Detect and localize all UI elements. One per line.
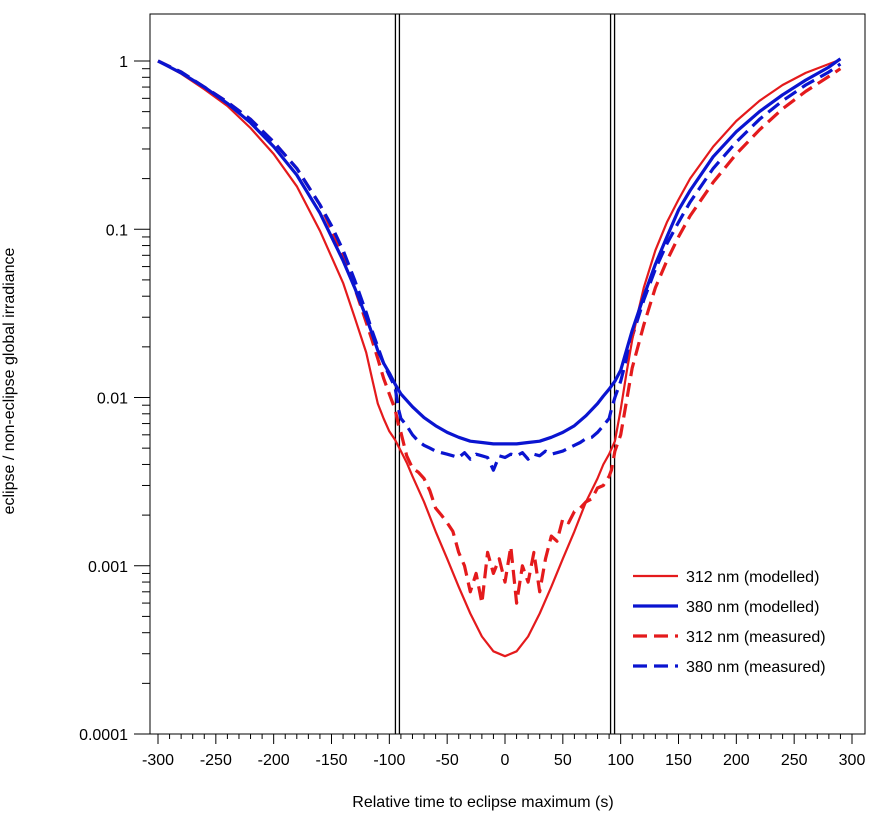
x-tick-label: 50 bbox=[554, 752, 572, 769]
x-tick-label: 300 bbox=[839, 752, 866, 769]
x-tick-label: -200 bbox=[258, 752, 290, 769]
legend-label: 312 nm (modelled) bbox=[686, 569, 819, 586]
series-line-380-nm-measured bbox=[157, 59, 842, 472]
x-tick-label: 200 bbox=[723, 752, 750, 769]
x-axis-title: Relative time to eclipse maximum (s) bbox=[352, 794, 613, 811]
y-axis-title: eclipse / non-eclipse global irradiance bbox=[1, 247, 18, 514]
x-tick-label: 250 bbox=[781, 752, 808, 769]
legend-label: 380 nm (measured) bbox=[686, 659, 826, 676]
x-tick-label: -150 bbox=[315, 752, 347, 769]
series-layer bbox=[157, 57, 842, 658]
series-line-312-nm-modelled bbox=[157, 58, 841, 658]
y-tick-label: 0.001 bbox=[88, 559, 128, 576]
x-tick-label: 0 bbox=[501, 752, 510, 769]
series-line-380-nm-modelled bbox=[157, 57, 842, 446]
eclipse-contact-lines bbox=[394, 14, 616, 734]
x-tick-label: 100 bbox=[607, 752, 634, 769]
y-axis: 0.0001 0.001 0.01 0.1 1 bbox=[79, 54, 150, 744]
series-line-312-nm-measured bbox=[157, 59, 842, 605]
x-tick-label: -300 bbox=[142, 752, 174, 769]
x-tick-label: 150 bbox=[665, 752, 692, 769]
x-axis: -300 -250 -200 -150 -100 -50 0 50 100 150 200 250 30… bbox=[142, 734, 865, 769]
legend-label: 312 nm (measured) bbox=[686, 629, 826, 646]
y-tick-label: 1 bbox=[119, 54, 128, 71]
plot-frame bbox=[149, 13, 866, 735]
legend: 312 nm (modelled) 380 nm (modelled) 312 nm… bbox=[633, 569, 826, 676]
y-tick-label: 0.0001 bbox=[79, 727, 128, 744]
y-tick-label: 0.01 bbox=[97, 391, 128, 408]
x-tick-label: -50 bbox=[436, 752, 459, 769]
y-tick-label: 0.1 bbox=[106, 222, 128, 239]
x-tick-label: -100 bbox=[373, 752, 405, 769]
legend-label: 380 nm (modelled) bbox=[686, 599, 819, 616]
x-tick-label: -250 bbox=[200, 752, 232, 769]
